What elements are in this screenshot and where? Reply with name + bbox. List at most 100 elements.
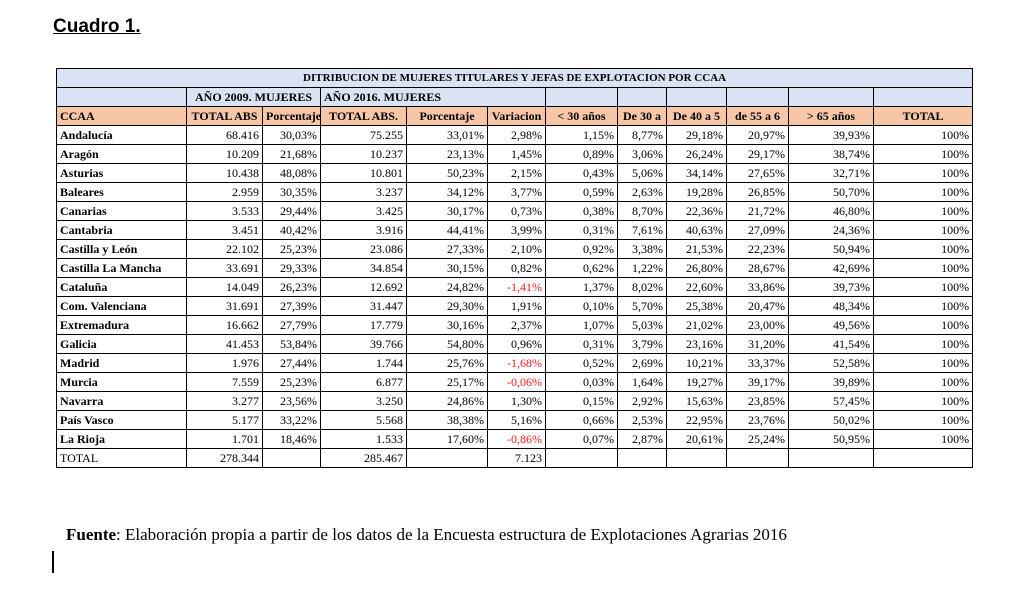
- table-cell: 10.438: [186, 163, 263, 183]
- group-spacer: [788, 87, 874, 107]
- table-cell: [617, 448, 667, 468]
- table-cell: 10.237: [320, 144, 407, 164]
- table-cell: 3,99%: [487, 220, 546, 240]
- table-cell: 38,74%: [788, 144, 874, 164]
- table-cell: 29,17%: [726, 144, 789, 164]
- text-cursor: [52, 551, 54, 573]
- table-cell: 23,13%: [406, 144, 488, 164]
- table-row: Com. Valenciana 31.691 27,39% 31.447 29,30% 1…: [56, 296, 974, 316]
- table-cell: 25,38%: [666, 296, 727, 316]
- table-cell: 15,63%: [666, 391, 727, 411]
- table-cell: 34,14%: [666, 163, 727, 183]
- table-cell: 100%: [872, 201, 974, 221]
- table-cell: 50,95%: [788, 429, 874, 449]
- table-cell: 31,20%: [726, 334, 789, 354]
- table-row: Canarias 3.533 29,44% 3.425 30,17% 0,73% 0,38%…: [56, 201, 974, 221]
- group-spacer: [666, 87, 727, 107]
- column-header: TOTAL ABS: [186, 106, 263, 126]
- table-cell: 40,42%: [262, 220, 321, 240]
- table-cell: 22,23%: [726, 239, 789, 259]
- table-cell: 0,89%: [545, 144, 618, 164]
- table-cell: 49,56%: [788, 315, 874, 335]
- region-name: Baleares: [56, 182, 187, 202]
- table-cell: 24,82%: [406, 277, 488, 297]
- table-cell: 26,24%: [666, 144, 727, 164]
- table-cell: 100%: [872, 410, 974, 430]
- table-cell: 75.255: [320, 125, 407, 145]
- table-cell: 3.916: [320, 220, 407, 240]
- column-header: Variacion: [487, 106, 546, 126]
- table-cell: 33,86%: [726, 277, 789, 297]
- table-cell: 22,36%: [666, 201, 727, 221]
- table-cell: 22.102: [186, 239, 263, 259]
- table-row: Cantabria 3.451 40,42% 3.916 44,41% 3,99% 0,31…: [56, 220, 974, 240]
- table-row: Madrid 1.976 27,44% 1.744 25,76% -1,68% 0,52% 2…: [56, 353, 974, 373]
- table-cell: [872, 448, 974, 468]
- table-cell: 10.209: [186, 144, 263, 164]
- group-spacer: [617, 87, 667, 107]
- group-spacer: [545, 87, 618, 107]
- table-cell: 100%: [872, 220, 974, 240]
- table-cell: 5.177: [186, 410, 263, 430]
- table-cell: 3,38%: [617, 239, 667, 259]
- table-cell: 39,17%: [726, 372, 789, 392]
- table-cell: 20,47%: [726, 296, 789, 316]
- table-cell: 3.425: [320, 201, 407, 221]
- table-cell: 27,65%: [726, 163, 789, 183]
- table-cell: 24,86%: [406, 391, 488, 411]
- group-spacer: [726, 87, 789, 107]
- table-row: Castilla La Mancha 33.691 29,33% 34.854 30,1…: [56, 258, 974, 278]
- table-cell: 27,33%: [406, 239, 488, 259]
- table-cell: 29,18%: [666, 125, 727, 145]
- table-cell: 7.123: [487, 448, 546, 468]
- table-cell: 30,17%: [406, 201, 488, 221]
- region-name: Cataluña: [56, 277, 187, 297]
- table-cell: 100%: [872, 334, 974, 354]
- region-name: Navarra: [56, 391, 187, 411]
- table-cell: 100%: [872, 125, 974, 145]
- table-cell: 0,38%: [545, 201, 618, 221]
- column-header: CCAA: [56, 106, 187, 126]
- table-row: Murcia 7.559 25,23% 6.877 25,17% -0,06% 0,03% 1…: [56, 372, 974, 392]
- table-cell: 18,46%: [262, 429, 321, 449]
- table-cell: 26,23%: [262, 277, 321, 297]
- table-cell: 32,71%: [788, 163, 874, 183]
- table-cell: 33,01%: [406, 125, 488, 145]
- table-cell: 0,62%: [545, 258, 618, 278]
- table-cell: 25,23%: [262, 372, 321, 392]
- table-cell: 40,63%: [666, 220, 727, 240]
- table-cell: 29,33%: [262, 258, 321, 278]
- table-cell: 39,93%: [788, 125, 874, 145]
- table-cell: 0,31%: [545, 220, 618, 240]
- table-cell: 39,73%: [788, 277, 874, 297]
- table-cell: 100%: [872, 163, 974, 183]
- table-cell: 2,10%: [487, 239, 546, 259]
- table-cell: 31.447: [320, 296, 407, 316]
- table-cell: 29,30%: [406, 296, 488, 316]
- table-cell: 1,45%: [487, 144, 546, 164]
- table-cell: -1,68%: [487, 353, 546, 373]
- table-cell: 2,98%: [487, 125, 546, 145]
- table-cell: 0,73%: [487, 201, 546, 221]
- table-row: Galicia 41.453 53,84% 39.766 54,80% 0,96% 0,31…: [56, 334, 974, 354]
- table-cell: 44,41%: [406, 220, 488, 240]
- region-name: Canarias: [56, 201, 187, 221]
- table-title: DITRIBUCION DE MUJERES TITULARES Y JEFAS…: [55, 68, 974, 88]
- table-cell: 5,16%: [487, 410, 546, 430]
- table-cell: 0,92%: [545, 239, 618, 259]
- table-cell: 33,37%: [726, 353, 789, 373]
- table-cell: 30,35%: [262, 182, 321, 202]
- table-cell: 19,27%: [666, 372, 727, 392]
- table-cell: 23,56%: [262, 391, 321, 411]
- table-cell: 27,39%: [262, 296, 321, 316]
- table-cell: 1.976: [186, 353, 263, 373]
- table-cell: 0,43%: [545, 163, 618, 183]
- table-cell: 2,69%: [617, 353, 667, 373]
- table-cell: 21,68%: [262, 144, 321, 164]
- region-name: Madrid: [56, 353, 187, 373]
- table-cell: 1.744: [320, 353, 407, 373]
- table-cell: 1,22%: [617, 258, 667, 278]
- table-cell: 2,37%: [487, 315, 546, 335]
- table-cell: 50,70%: [788, 182, 874, 202]
- region-name: País Vasco: [56, 410, 187, 430]
